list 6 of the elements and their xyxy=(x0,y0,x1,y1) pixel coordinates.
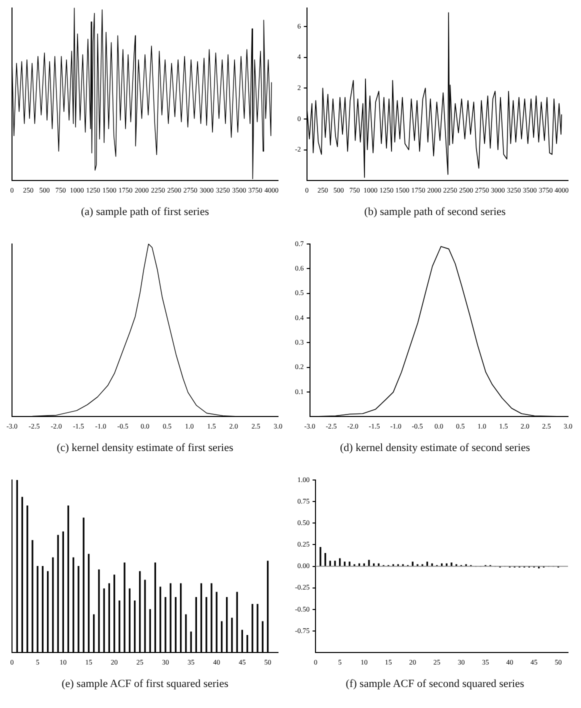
text: (a) sample path of first series xyxy=(80,206,210,218)
text: (d) kernel density estimate of second series xyxy=(339,442,531,454)
text: (c) kernel density estimate of first series xyxy=(56,442,234,454)
text: (e) sample ACF of first squared series xyxy=(60,678,230,690)
text: (b) sample path of second series xyxy=(363,206,507,218)
text: (f) sample ACF of second squared series xyxy=(344,678,526,690)
